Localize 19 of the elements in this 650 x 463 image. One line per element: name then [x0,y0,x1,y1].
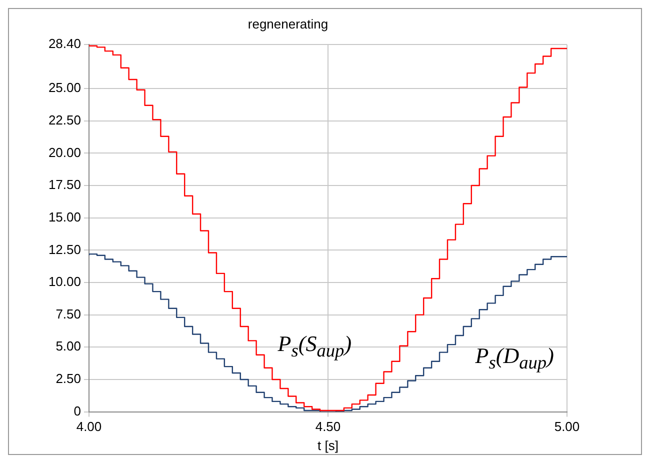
y-tick-label: 7.50 [56,306,81,322]
x-tick-label: 4.50 [315,419,341,434]
x-tick-label: 4.00 [76,419,102,434]
y-tick-label: 22.50 [48,112,81,128]
series-label: P$_{s}$(S$_{aup}$) [278,331,352,362]
y-tick-label: 10.00 [48,274,81,290]
y-tick-label: 15.00 [48,209,81,224]
y-tick-label: 5.00 [56,338,81,354]
y-tick-label: 20.00 [48,144,81,160]
y-tick-label: 0 [74,403,81,418]
y-tick-label: 2.50 [56,371,81,386]
series-label: P$_{s}$(D$_{aup}$) [475,343,554,374]
x-tick-label: 5.00 [554,419,580,434]
y-tick-label: 12.50 [48,242,81,257]
x-axis-title: t [s] [318,438,338,453]
y-tick-label: 17.50 [48,177,81,192]
y-tick-label: 25.00 [48,80,81,96]
y-tick-label: 28.40 [48,36,81,52]
chart-title: regnenerating [248,16,328,32]
